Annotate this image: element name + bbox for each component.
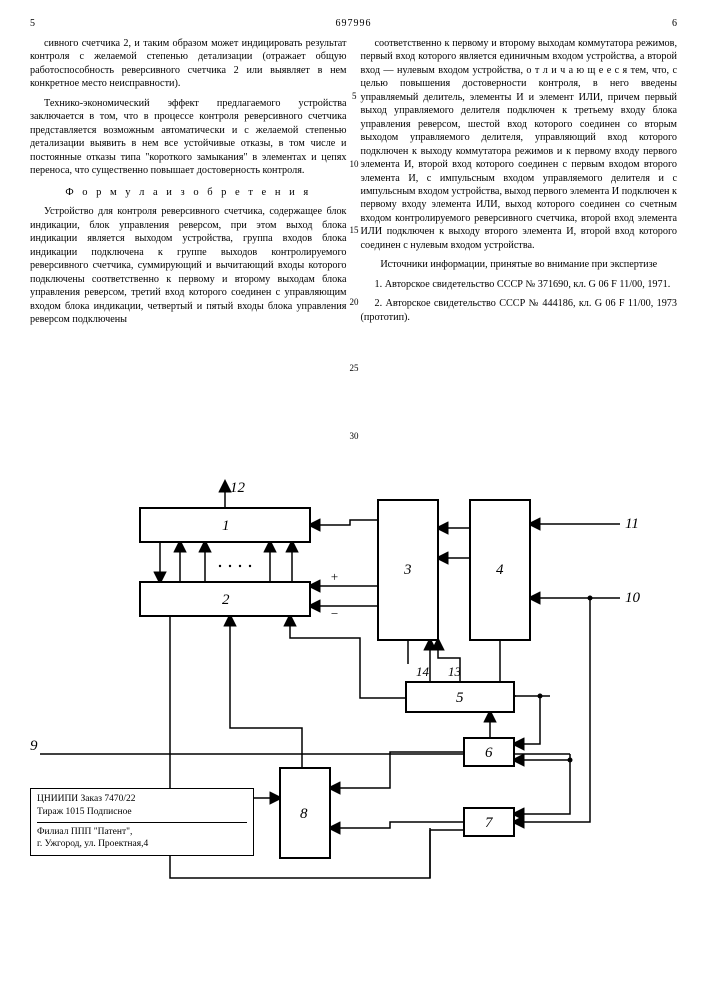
- node-8: 8: [280, 768, 330, 858]
- block-diagram: 12 + − 11 10: [30, 478, 677, 958]
- line-number: 5: [352, 91, 357, 103]
- diagram-svg: 12 + − 11 10: [30, 478, 677, 958]
- imprint-line: Тираж 1015 Подписное: [37, 806, 247, 823]
- node-label: 4: [496, 562, 504, 578]
- port-label: 13: [448, 664, 462, 679]
- line-number: 10: [350, 159, 359, 171]
- node-4: 4: [470, 500, 530, 640]
- formula-title: Ф о р м у л а и з о б р е т е н и я: [30, 186, 347, 200]
- page: 5 6 697996 сивного счетчика 2, и таким о…: [0, 0, 707, 1000]
- port-label: 10: [625, 590, 641, 606]
- imprint-line: Филиал ППП "Патент",: [37, 826, 247, 839]
- port-label: 11: [625, 516, 639, 532]
- imprint-line: ЦНИИПИ Заказ 7470/22: [37, 793, 247, 806]
- line-number: 15: [350, 225, 359, 237]
- port-label: 9: [30, 738, 38, 754]
- paragraph: Технико-экономический эффект предлагаемо…: [30, 97, 347, 178]
- paragraph: сивного счетчика 2, и таким образом може…: [30, 37, 347, 91]
- page-number-left: 5: [30, 18, 35, 29]
- source-item: 1. Авторское свидетельство СССР № 371690…: [361, 278, 678, 291]
- sources-title: Источники информации, принятые во вниман…: [361, 258, 678, 271]
- left-column: сивного счетчика 2, и таким образом може…: [30, 37, 347, 332]
- plus-label: +: [330, 569, 339, 584]
- right-column: соответственно к первому и второму выход…: [361, 37, 678, 332]
- node-6: 6: [464, 738, 514, 766]
- paragraph: Устройство для контроля реверсивного сче…: [30, 205, 347, 326]
- line-number: 30: [350, 431, 359, 443]
- node-3: 3: [378, 500, 438, 640]
- text-columns: сивного счетчика 2, и таким образом може…: [30, 37, 677, 332]
- node-label: 6: [485, 745, 493, 761]
- imprint-box: ЦНИИПИ Заказ 7470/22 Тираж 1015 Подписно…: [30, 788, 254, 856]
- paragraph: соответственно к первому и второму выход…: [361, 37, 678, 252]
- minus-label: −: [330, 606, 339, 621]
- port-label: 12: [230, 480, 246, 496]
- node-label: 8: [300, 806, 308, 822]
- port-label: 14: [416, 664, 430, 679]
- node-label: 5: [456, 690, 464, 706]
- imprint-line: г. Ужгород, ул. Проектная,4: [37, 838, 247, 851]
- line-number: 25: [350, 363, 359, 375]
- source-item: 2. Авторское свидетельство СССР № 444186…: [361, 297, 678, 324]
- node-5: 5: [406, 682, 514, 712]
- node-label: 1: [222, 518, 230, 534]
- line-number: 20: [350, 297, 359, 309]
- page-number-right: 6: [672, 18, 677, 29]
- node-7: 7: [464, 808, 514, 836]
- node-1: 1: [140, 508, 310, 542]
- patent-number: 697996: [336, 18, 372, 29]
- node-label: 2: [222, 592, 230, 608]
- node-label: 3: [403, 562, 412, 578]
- node-2: 2: [140, 582, 310, 616]
